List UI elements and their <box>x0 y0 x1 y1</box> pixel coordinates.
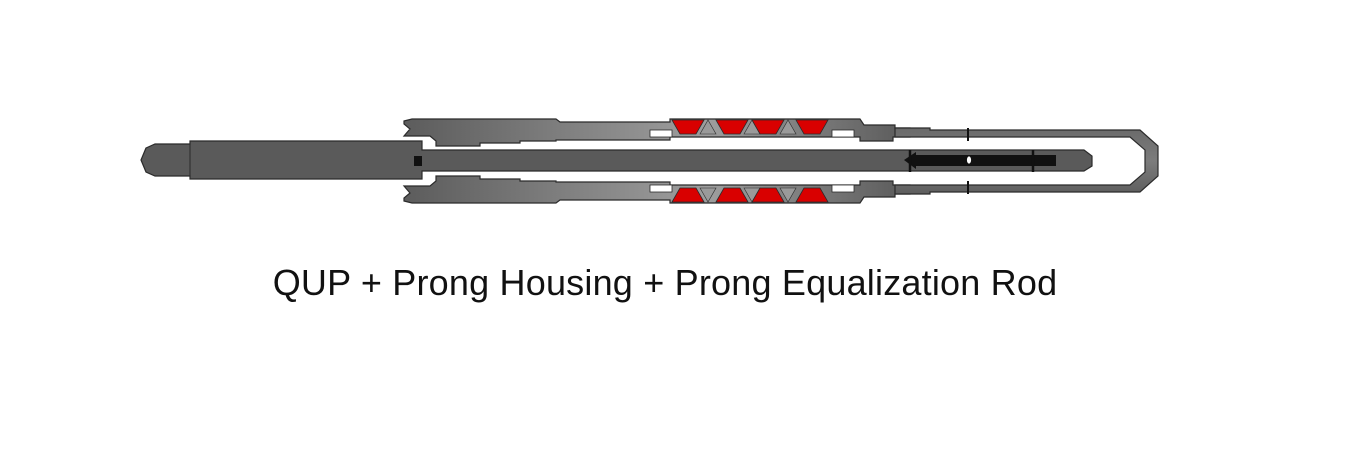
spacer-lower-1 <box>699 187 717 203</box>
housing-gap-upper-right <box>831 129 855 138</box>
spacer-upper-3 <box>779 119 797 135</box>
prong-equalization-rod <box>140 140 1093 180</box>
seal-lower-1 <box>671 187 705 203</box>
seal-upper-1 <box>671 119 705 135</box>
prong-housing <box>402 118 911 204</box>
equalization-rod-tip <box>904 150 1056 172</box>
seal-upper-2 <box>715 119 749 135</box>
housing-gap-upper-left <box>649 129 673 138</box>
housing-gap-lower-left <box>649 184 673 193</box>
packing-seal-stack <box>671 119 829 203</box>
housing-gap-lower-right <box>831 184 855 193</box>
spacer-lower-3 <box>779 187 797 203</box>
rod-port-hole <box>966 155 972 165</box>
spacer-upper-1 <box>699 119 717 135</box>
qup <box>894 127 1159 195</box>
seal-upper-3 <box>751 119 785 135</box>
rod-pin-hole <box>414 156 422 166</box>
seal-lower-3 <box>751 187 785 203</box>
rod-fishing-neck <box>140 140 1093 180</box>
seal-lower-2 <box>715 187 749 203</box>
seal-upper-4 <box>795 119 829 135</box>
equalization-rod-arrow <box>904 152 1056 169</box>
qup-body-upper <box>894 127 1159 195</box>
seal-lower-4 <box>795 187 829 203</box>
diagram-caption: QUP + Prong Housing + Prong Equalization… <box>272 262 1058 303</box>
